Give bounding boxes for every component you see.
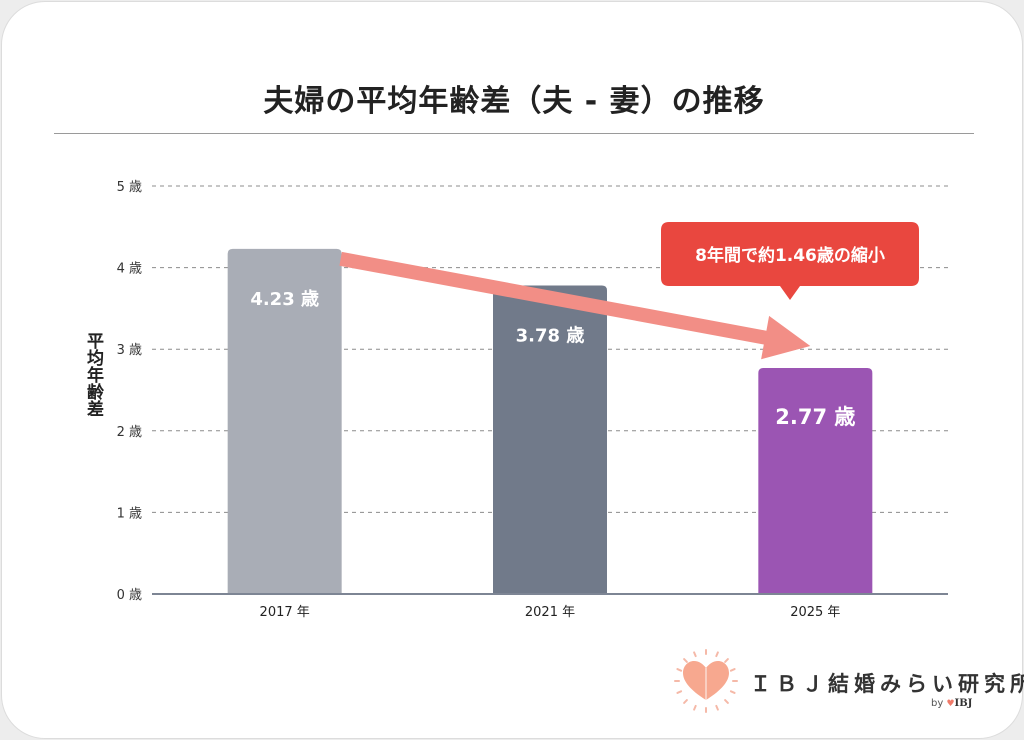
y-axis-label: 平均年齢差: [83, 332, 103, 417]
sunburst-ray: [683, 699, 688, 704]
bar-data-label: 4.23 歳: [250, 289, 319, 310]
x-tick-label: 2021 年: [525, 605, 575, 620]
brand-parent: IBJ: [954, 698, 973, 709]
brand-logo: ＩＢＪ結婚みらい研究所 by ♥IBJ: [670, 648, 1024, 714]
brand-byline: by ♥IBJ: [931, 698, 972, 709]
sunburst-ray: [729, 690, 736, 694]
title-divider: [54, 133, 974, 134]
y-tick-label: 0 歳: [117, 588, 142, 603]
trend-arrow: [339, 251, 811, 360]
bar-data-label: 3.78 歳: [516, 326, 585, 347]
sunburst-ray: [693, 704, 697, 711]
sunburst-ray: [724, 658, 729, 663]
brand-name: ＩＢＪ結婚みらい研究所: [750, 672, 1024, 696]
x-tick-label: 2017 年: [260, 605, 310, 620]
sunburst-ray: [715, 704, 719, 711]
bar: [758, 367, 873, 594]
sunburst-ray: [724, 699, 729, 704]
y-tick-label: 4 歳: [117, 262, 142, 277]
mini-heart-icon: ♥: [946, 699, 955, 709]
sunburst-ray: [729, 668, 736, 672]
bar-data-label: 2.77 歳: [775, 405, 855, 429]
sunburst-ray: [683, 658, 688, 663]
x-tick-label: 2025 年: [790, 605, 840, 620]
brand-by: by: [931, 698, 944, 709]
y-tick-label: 3 歳: [117, 343, 142, 358]
callout-text: 8年間で約1.46歳の縮小: [695, 245, 885, 266]
sunburst-ray: [676, 690, 683, 694]
sunburst-ray: [693, 651, 697, 658]
sunburst-ray: [676, 668, 683, 672]
bar: [493, 285, 607, 594]
y-tick-label: 5 歳: [117, 180, 142, 195]
y-tick-label: 1 歳: [117, 506, 142, 521]
sunburst-ray: [715, 651, 719, 658]
callout-bubble: [661, 222, 919, 300]
bar: [227, 248, 342, 594]
heart-icon: [674, 649, 738, 713]
chart-title: 夫婦の平均年齢差（夫 - 妻）の推移: [263, 84, 765, 119]
y-tick-label: 2 歳: [117, 425, 142, 440]
